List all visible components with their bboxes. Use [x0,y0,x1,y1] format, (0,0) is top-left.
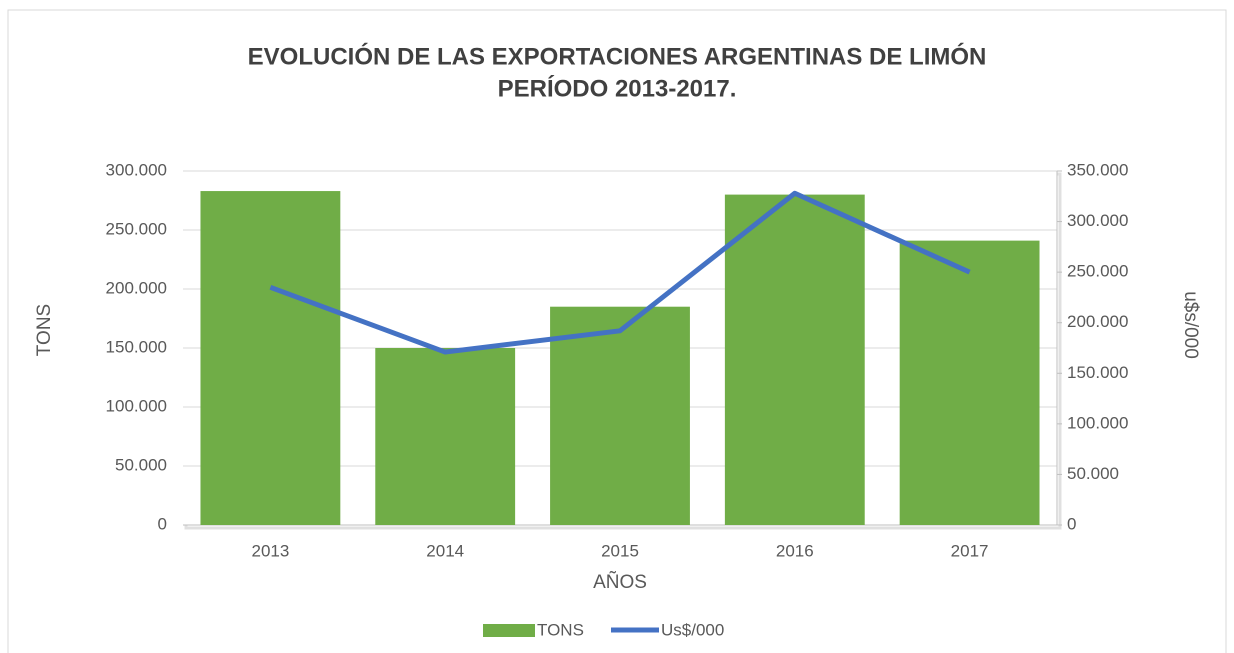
line [269,190,971,355]
y2-tick-label: 350.000 [1067,160,1128,179]
y2-tick-label: 50.000 [1067,464,1119,483]
y-tick-label: 300.000 [106,160,167,179]
x-tick-label: 2013 [251,541,289,560]
bar [200,191,341,525]
y-tick-label: 250.000 [106,219,167,238]
y2-tick-label: 300.000 [1067,211,1128,230]
y-tick-label: 0 [158,514,167,533]
legend-label: TONS [537,620,584,639]
legend-swatch [483,624,535,637]
y2-axis-label: u$s/000 [1180,291,1201,359]
bar [375,348,516,525]
y2-tick-label: 150.000 [1067,363,1128,382]
y-tick-label: 50.000 [115,455,167,474]
x-tick-label: 2015 [601,541,639,560]
y2-tick-label: 100.000 [1067,413,1128,432]
y-axis-label: TONS [34,304,55,356]
x-axis-label: AÑOS [593,571,647,593]
bar [550,306,690,525]
legend-label: Us$/000 [661,620,724,639]
chart-title: PERÍODO 2013-2017. [498,74,737,102]
x-tick-label: 2014 [426,541,464,560]
y-tick-label: 100.000 [106,396,167,415]
y2-tick-label: 200.000 [1067,312,1128,331]
chart-title: EVOLUCIÓN DE LAS EXPORTACIONES ARGENTINA… [248,42,987,70]
y-tick-label: 150.000 [106,337,167,356]
bar [899,240,1040,525]
x-tick-label: 2017 [951,541,989,560]
x-tick-label: 2016 [776,541,814,560]
y2-tick-label: 250.000 [1067,262,1128,281]
y-tick-label: 200.000 [106,278,167,297]
y2-tick-label: 0 [1067,514,1076,533]
bar [724,194,865,525]
